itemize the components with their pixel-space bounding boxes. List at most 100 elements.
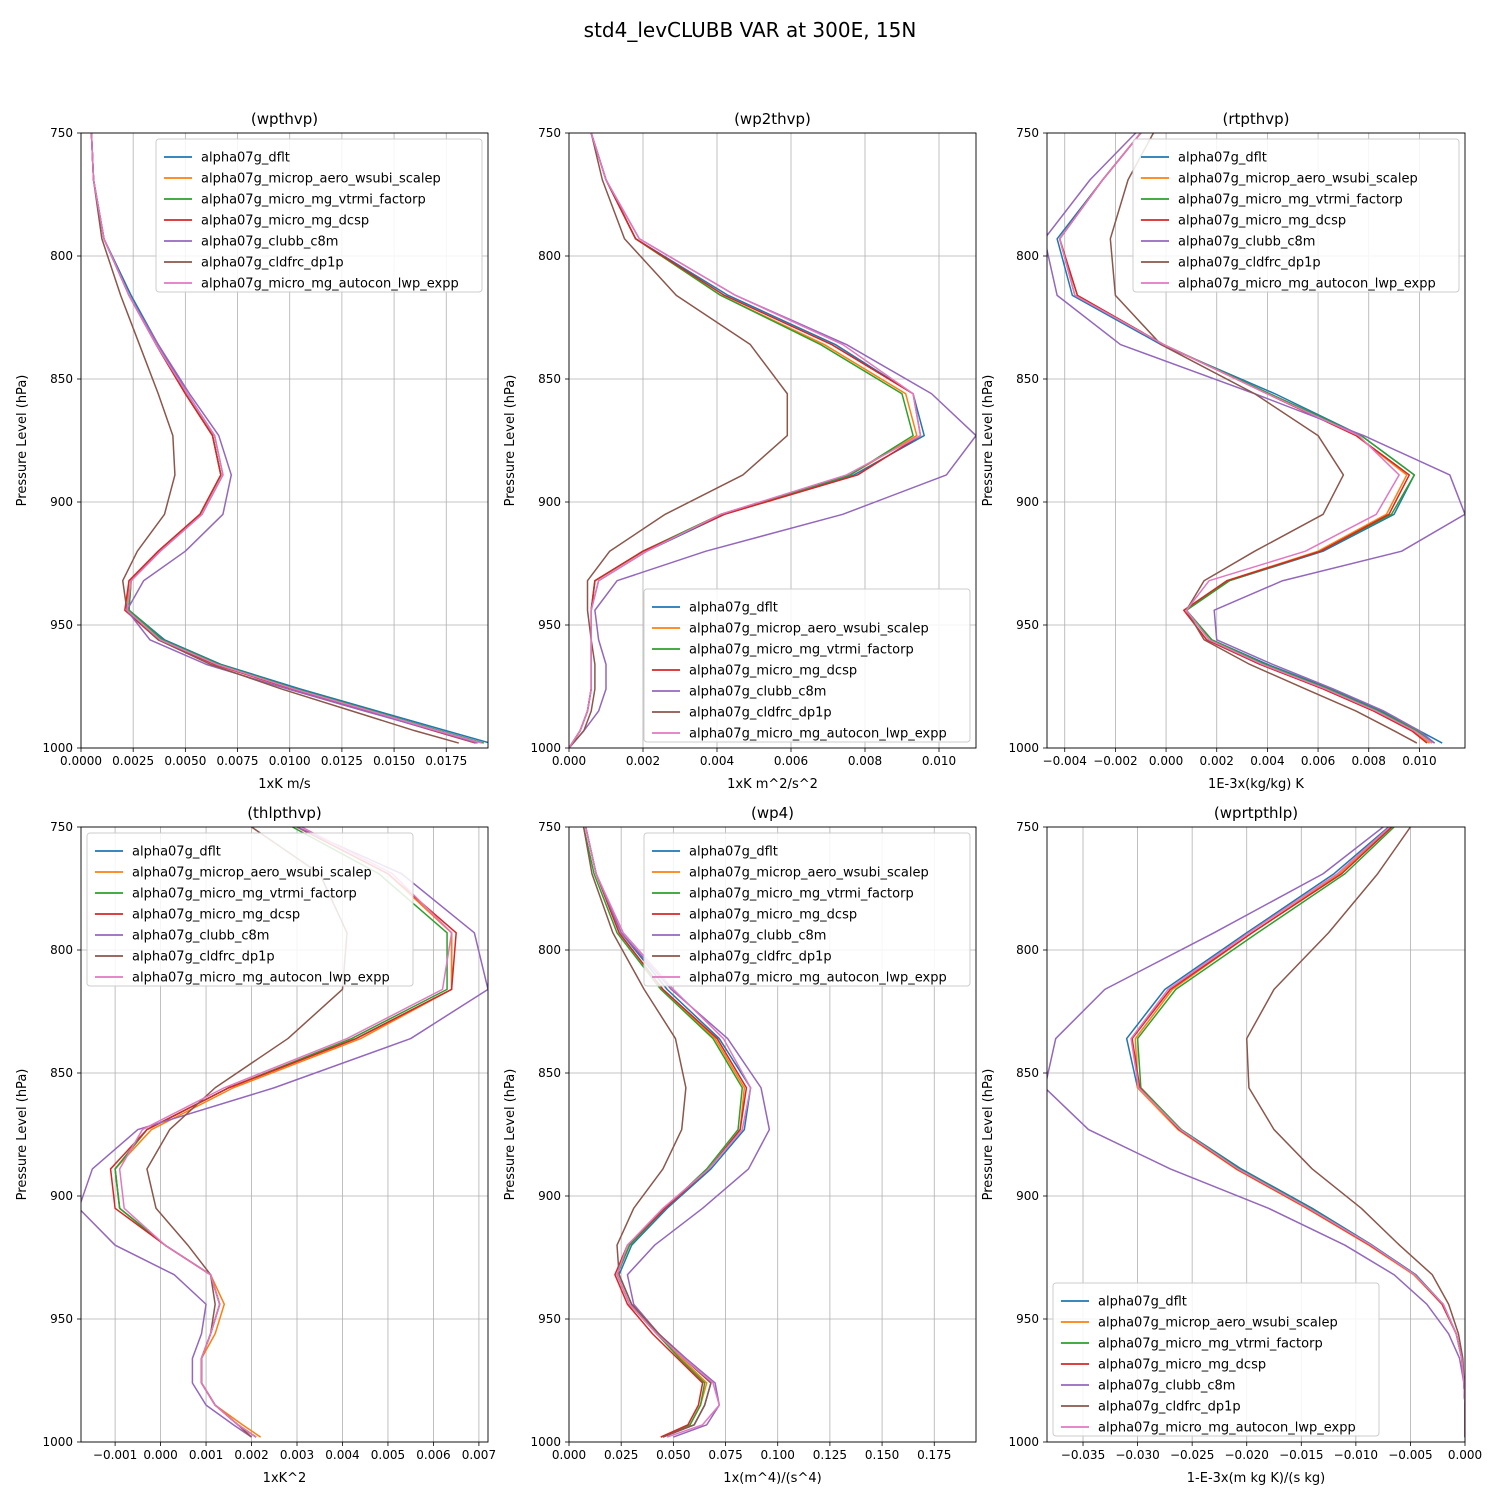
- panel-4-xtick-label: 0.001: [189, 1448, 223, 1462]
- panel-4-legend-label: alpha07g_micro_mg_autocon_lwp_expp: [132, 971, 390, 986]
- panel-4-xtick-label: 0.007: [462, 1448, 496, 1462]
- panel-3-xtick-label: −0.004: [1043, 754, 1087, 768]
- panel-5-title: (wp4): [751, 804, 794, 822]
- panel-3: −0.004 −0.002 0.000 0.002 0.004 0.006 0.008 0.0…: [981, 110, 1466, 792]
- panel-3-ytick-label: 1000: [1008, 741, 1039, 755]
- panel-1: 0.0000 0.0025 0.0050 0.0075 0.0100 0.0125 0.01…: [15, 110, 489, 792]
- panel-6-legend-label: alpha07g_micro_mg_dcsp: [1098, 1358, 1266, 1373]
- panel-5-xtick-label: 0.100: [761, 1448, 795, 1462]
- panel-4-ytick-label: 750: [50, 820, 73, 834]
- panel-4-ytick-label: 950: [50, 1312, 73, 1326]
- panel-3-legend-label: alpha07g_micro_mg_dcsp: [1178, 214, 1346, 229]
- panel-1-legend-label: alpha07g_clubb_c8m: [201, 235, 338, 250]
- panel-6-xtick-label: −0.020: [1225, 1448, 1269, 1462]
- panel-5-ytick-label: 950: [538, 1312, 561, 1326]
- panel-1-series-alpha07g_micro_mg_autocon_lwp_expp: [90, 133, 482, 744]
- panel-6-ytick-label: 800: [1016, 943, 1039, 957]
- panel-2-xlabel: 1xK m^2/s^2: [727, 777, 818, 792]
- panel-5-legend: alpha07g_dflt alpha07g_microp_aero_wsubi_…: [643, 832, 971, 987]
- panel-3-legend-label: alpha07g_dflt: [1178, 151, 1267, 166]
- panel-2: 0.000 0.002 0.004 0.006 0.008 0.010 750 800 850 9…: [503, 110, 977, 792]
- panel-3-xlabel: 1E-3x(kg/kg) K: [1208, 777, 1304, 792]
- panel-5-legend-label: alpha07g_cldfrc_dp1p: [689, 950, 832, 965]
- panel-1-xtick-label: 0.0075: [217, 754, 259, 768]
- panel-4-xtick-label: −0.001: [93, 1448, 137, 1462]
- panel-6-xlabel: 1-E-3x(m kg K)/(s kg): [1187, 1471, 1325, 1486]
- panel-4-legend-box: [86, 832, 414, 987]
- panel-6-ytick-label: 850: [1016, 1066, 1039, 1080]
- panel-1-ytick-label: 850: [50, 372, 73, 386]
- panel-2-ytick-label: 750: [538, 126, 561, 140]
- panel-5-legend-label: alpha07g_micro_mg_vtrmi_factorp: [689, 887, 914, 902]
- panel-3-legend-label: alpha07g_microp_aero_wsubi_scalep: [1178, 172, 1418, 187]
- panel-2-ytick-label: 850: [538, 372, 561, 386]
- panel-1-xtick-label: 0.0100: [269, 754, 311, 768]
- panel-6-xtick-label: −0.030: [1115, 1448, 1159, 1462]
- panel-5-legend-label: alpha07g_micro_mg_dcsp: [689, 908, 857, 923]
- panel-6-legend-box: [1052, 1282, 1380, 1437]
- panel-3-legend-label: alpha07g_micro_mg_vtrmi_factorp: [1178, 193, 1403, 208]
- panel-5: 0.000 0.025 0.050 0.075 0.100 0.125 0.150 0.175…: [503, 804, 977, 1486]
- panel-5-xtick-label: 0.150: [865, 1448, 899, 1462]
- panel-4-legend: alpha07g_dflt alpha07g_microp_aero_wsubi_…: [86, 832, 414, 987]
- panel-2-legend-label: alpha07g_micro_mg_autocon_lwp_expp: [689, 727, 947, 742]
- panel-1-series-group: [90, 133, 488, 744]
- panel-1-ytick-label: 750: [50, 126, 73, 140]
- panel-2-ytick-label: 950: [538, 618, 561, 632]
- panel-1-ytick-label: 900: [50, 495, 73, 509]
- panel-2-series-alpha07g_cldfrc_dp1p: [569, 133, 789, 748]
- panel-4-legend-label: alpha07g_microp_aero_wsubi_scalep: [132, 866, 372, 881]
- panel-1-legend-label: alpha07g_micro_mg_dcsp: [201, 214, 369, 229]
- panel-5-xtick-label: 0.075: [708, 1448, 742, 1462]
- panel-4-series-alpha07g_micro_mg_autocon_lwp_expp: [118, 827, 453, 1438]
- panel-6-title: (wprtpthlp): [1214, 804, 1298, 822]
- panel-5-series-alpha07g_cldfrc_dp1p: [582, 827, 712, 1438]
- panel-3-series-group: [1047, 133, 1465, 744]
- panel-3-xtick-label: 0.000: [1149, 754, 1183, 768]
- panel-5-legend-label: alpha07g_microp_aero_wsubi_scalep: [689, 866, 929, 881]
- panel-3-legend-label: alpha07g_micro_mg_autocon_lwp_expp: [1178, 277, 1436, 292]
- panel-6-legend-label: alpha07g_cldfrc_dp1p: [1098, 1400, 1241, 1415]
- panel-5-legend-label: alpha07g_clubb_c8m: [689, 929, 826, 944]
- panel-1-legend-label: alpha07g_cldfrc_dp1p: [201, 256, 344, 271]
- panel-5-ytick-label: 850: [538, 1066, 561, 1080]
- panel-2-ytick-label: 900: [538, 495, 561, 509]
- panel-3-xtick-label: 0.010: [1402, 754, 1436, 768]
- panel-2-xtick-label: 0.002: [626, 754, 660, 768]
- panel-5-xtick-label: 0.125: [813, 1448, 847, 1462]
- panel-3-legend: alpha07g_dflt alpha07g_microp_aero_wsubi_…: [1132, 138, 1460, 293]
- panel-4-xtick-label: 0.002: [234, 1448, 268, 1462]
- panel-2-legend-label: alpha07g_microp_aero_wsubi_scalep: [689, 622, 929, 637]
- panel-4-xtick-label: 0.004: [325, 1448, 359, 1462]
- panel-1-xtick-label: 0.0000: [60, 754, 102, 768]
- panel-4-xtick-label: 0.005: [371, 1448, 405, 1462]
- panel-6-xtick-label: −0.035: [1061, 1448, 1105, 1462]
- panel-3-title: (rtpthvp): [1222, 110, 1289, 128]
- panel-6-ytick-label: 1000: [1008, 1435, 1039, 1449]
- panel-5-ytick-label: 750: [538, 820, 561, 834]
- panel-6-ytick-label: 750: [1016, 820, 1039, 834]
- panel-4-xtick-label: 0.006: [416, 1448, 450, 1462]
- panel-3-xtick-label: 0.006: [1301, 754, 1335, 768]
- panel-3-xtick-label: 0.002: [1200, 754, 1234, 768]
- panel-1-legend-label: alpha07g_microp_aero_wsubi_scalep: [201, 172, 441, 187]
- panel-4-legend-label: alpha07g_micro_mg_vtrmi_factorp: [132, 887, 357, 902]
- panel-5-legend-box: [643, 832, 971, 987]
- panel-1-ytick-label: 950: [50, 618, 73, 632]
- panel-6-series-alpha07g_micro_mg_autocon_lwp_expp: [1130, 827, 1465, 1438]
- panel-3-ytick-label: 750: [1016, 126, 1039, 140]
- panel-6-legend-label: alpha07g_micro_mg_vtrmi_factorp: [1098, 1337, 1323, 1352]
- panel-6-legend-label: alpha07g_dflt: [1098, 1295, 1187, 1310]
- panel-3-series-alpha07g_micro_mg_autocon_lwp_expp: [1058, 133, 1433, 744]
- panel-3-ytick-label: 800: [1016, 249, 1039, 263]
- panel-4-legend-label: alpha07g_micro_mg_dcsp: [132, 908, 300, 923]
- panel-1-ylabel: Pressure Level (hPa): [15, 375, 30, 507]
- panel-6-ytick-label: 950: [1016, 1312, 1039, 1326]
- panel-1-legend-label: alpha07g_micro_mg_autocon_lwp_expp: [201, 277, 459, 292]
- panel-6-xtick-label: −0.005: [1388, 1448, 1432, 1462]
- panel-4-ytick-label: 800: [50, 943, 73, 957]
- panel-4-legend-label: alpha07g_dflt: [132, 845, 221, 860]
- panel-1-legend-label: alpha07g_micro_mg_vtrmi_factorp: [201, 193, 426, 208]
- panel-3-legend-label: alpha07g_cldfrc_dp1p: [1178, 256, 1321, 271]
